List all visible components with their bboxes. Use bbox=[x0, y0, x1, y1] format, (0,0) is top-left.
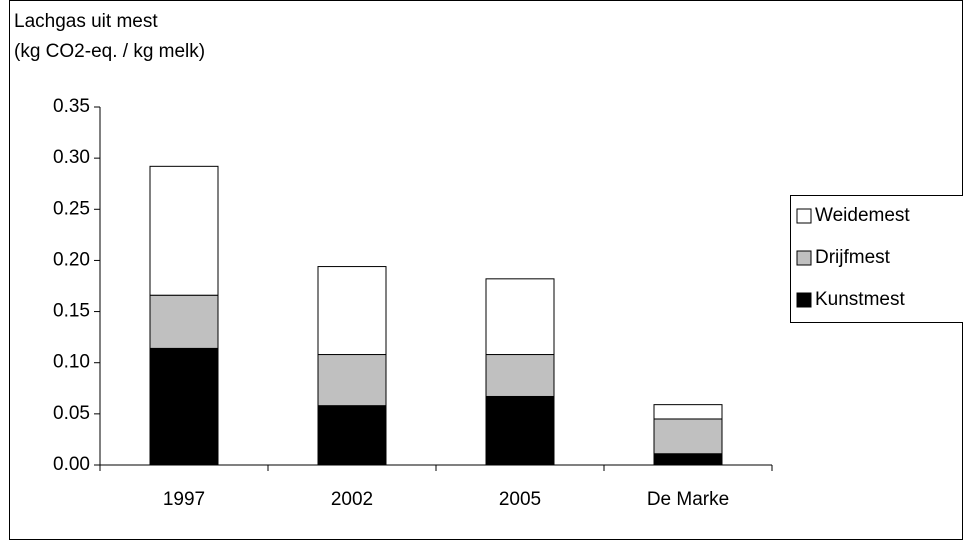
y-tick-label: 0.25 bbox=[53, 198, 90, 219]
x-tick-label: 1997 bbox=[163, 489, 205, 510]
y-tick-label: 0.35 bbox=[53, 96, 90, 117]
bar-segment bbox=[317, 354, 387, 407]
y-tick-label: 0.05 bbox=[53, 403, 90, 424]
y-tick-label: 0.00 bbox=[53, 454, 90, 475]
bar-segment bbox=[485, 354, 555, 397]
x-tick-label: De Marke bbox=[647, 489, 729, 510]
y-axis-label: (kg CO2-eq. / kg melk) bbox=[14, 41, 205, 62]
chart-title: Lachgas uit mest bbox=[14, 11, 158, 32]
y-tick-label: 0.20 bbox=[53, 249, 90, 270]
bar-segment bbox=[149, 347, 219, 466]
bar-segment bbox=[149, 165, 219, 296]
bar-segment bbox=[317, 266, 387, 356]
legend-swatch bbox=[796, 208, 812, 224]
legend-label: Kunstmest bbox=[815, 289, 905, 310]
y-tick-label: 0.30 bbox=[53, 147, 90, 168]
x-tick-label: 2005 bbox=[499, 489, 541, 510]
y-tick-label: 0.10 bbox=[53, 352, 90, 373]
x-tick-label: 2002 bbox=[331, 489, 373, 510]
legend-swatch bbox=[796, 292, 812, 308]
bar-segment bbox=[317, 405, 387, 466]
bar-segment bbox=[653, 453, 723, 466]
bar-segment bbox=[485, 278, 555, 356]
legend-label: Weidemest bbox=[815, 205, 910, 226]
y-tick-label: 0.15 bbox=[53, 301, 90, 322]
bar-segment bbox=[485, 395, 555, 466]
legend-swatch bbox=[796, 250, 812, 266]
legend-box bbox=[790, 195, 963, 323]
legend-label: Drijfmest bbox=[815, 247, 891, 268]
bar-segment bbox=[653, 418, 723, 455]
bar-segment bbox=[653, 404, 723, 420]
bar-segment bbox=[149, 294, 219, 349]
